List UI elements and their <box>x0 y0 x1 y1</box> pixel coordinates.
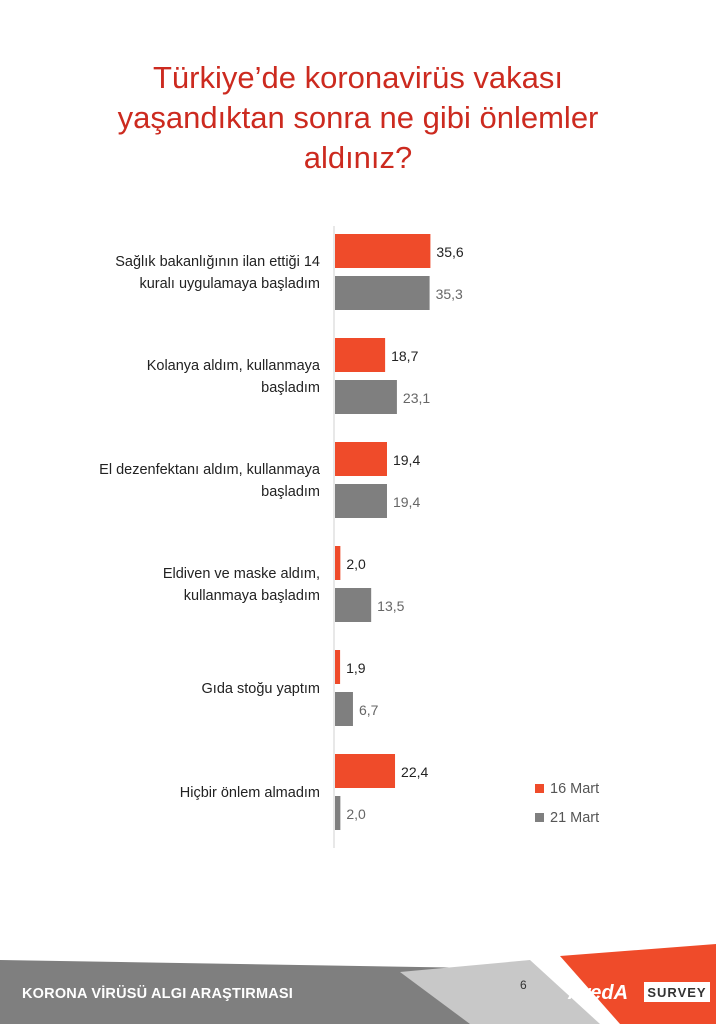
bar-series2 <box>335 484 387 518</box>
bar-series2 <box>335 588 372 622</box>
bar-chart: Sağlık bakanlığının ilan ettiği 14 kuralı… <box>99 226 599 848</box>
category-label-line: Kolanya aldım, kullanmaya <box>147 358 321 374</box>
data-label: 35,6 <box>436 244 463 260</box>
page-number: 6 <box>520 978 527 992</box>
title-line-2: yaşandıktan sonra ne gibi önlemler <box>117 100 599 135</box>
data-label: 35,3 <box>436 286 463 302</box>
chart-title: Türkiye’de koronavirüs vakası yaşandıkta… <box>40 58 676 178</box>
data-label: 2,0 <box>346 806 366 822</box>
title-line-3: aldınız? <box>303 140 413 175</box>
data-label: 2,0 <box>346 556 366 572</box>
data-label: 19,4 <box>393 494 420 510</box>
footer-red-accent <box>560 944 716 1024</box>
bar-series2 <box>335 692 353 726</box>
bar-series1 <box>335 234 431 268</box>
category-label: Hiçbir önlem almadım <box>180 785 320 801</box>
bar-series1 <box>335 546 341 580</box>
legend-swatch <box>535 784 544 793</box>
bar-series1 <box>335 754 396 788</box>
data-label: 6,7 <box>359 702 379 718</box>
logo-survey-box <box>644 982 710 1002</box>
data-label: 19,4 <box>393 452 420 468</box>
data-label: 18,7 <box>391 348 418 364</box>
category-label-line: kullanmaya başladım <box>184 588 320 604</box>
footer-light-accent <box>400 960 600 1024</box>
bar-series2 <box>335 276 430 310</box>
category-label: Eldiven ve maske aldım, kullanmaya başlad… <box>163 566 320 604</box>
category-label-line: Hiçbir önlem almadım <box>180 785 320 801</box>
legend-label: 21 Mart <box>550 810 599 826</box>
data-label: 23,1 <box>403 390 430 406</box>
footer-band <box>0 944 716 1024</box>
category-label-line: Gıda stoğu yaptım <box>202 681 320 697</box>
bar-series2 <box>335 796 341 830</box>
data-label: 13,5 <box>377 598 404 614</box>
data-label: 22,4 <box>401 764 428 780</box>
title-line-1: Türkiye’de koronavirüs vakası <box>152 60 564 95</box>
bar-series1 <box>335 338 386 372</box>
category-label-line: Eldiven ve maske aldım, <box>163 566 320 582</box>
legend-swatch <box>535 813 544 822</box>
category-label: Sağlık bakanlığının ilan ettiği 14 kuralı… <box>115 254 320 292</box>
aredasurvey-logo: AredA SURVEY <box>567 982 710 1004</box>
bar-series1 <box>335 650 341 684</box>
category-label-line: El dezenfektanı aldım, kullanmaya <box>99 462 321 478</box>
bar-series1 <box>335 442 387 476</box>
bar-series2 <box>335 380 397 414</box>
legend-label: 16 Mart <box>550 781 599 797</box>
footer-title: KORONA VİRÜSÜ ALGI ARAŞTIRMASI <box>22 986 294 1002</box>
category-label-line: başladım <box>261 380 320 396</box>
category-label: Gıda stoğu yaptım <box>202 681 320 697</box>
category-label-line: kuralı uygulamaya başladım <box>139 276 320 292</box>
category-label: El dezenfektanı aldım, kullanmaya başladı… <box>99 462 321 500</box>
data-label: 1,9 <box>346 660 366 676</box>
category-label-line: Sağlık bakanlığının ilan ettiği 14 <box>115 254 320 270</box>
logo-survey-text: SURVEY <box>647 985 706 1000</box>
category-label: Kolanya aldım, kullanmaya başladım <box>147 358 321 396</box>
category-label-line: başladım <box>261 484 320 500</box>
logo-brand-text: AredA <box>567 982 628 1004</box>
